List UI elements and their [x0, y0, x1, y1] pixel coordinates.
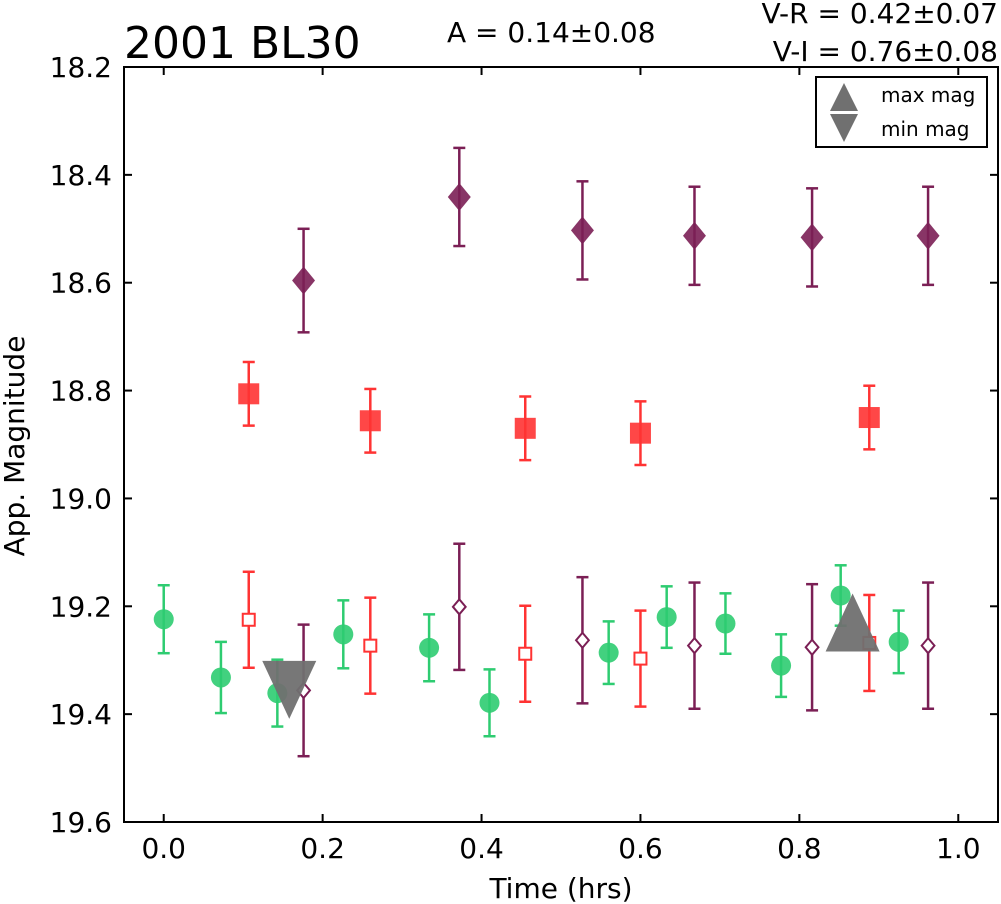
y-tick-label: 18.4 — [50, 159, 112, 192]
min-mag-triangle-marker — [262, 660, 317, 719]
x-axis-label: Time (hrs) — [488, 872, 632, 904]
data-point-square-open — [518, 646, 533, 661]
data-point-square — [238, 383, 260, 405]
data-marks — [153, 146, 940, 758]
max-mag-triangle-marker — [825, 593, 880, 652]
y-tick-label: 19.2 — [50, 590, 112, 623]
data-point-diamond — [447, 182, 471, 211]
data-point-circle — [479, 692, 500, 713]
data-point-diamond-open — [574, 631, 591, 650]
plot-frame — [123, 66, 999, 823]
legend-min-label: min mag — [881, 117, 970, 141]
x-tick-label: 0.0 — [141, 832, 186, 865]
y-tick-label: 19.0 — [50, 482, 112, 515]
data-point-circle — [153, 609, 174, 630]
legend-min-mag-triangle-icon — [830, 114, 858, 142]
data-point-square-open — [633, 651, 648, 666]
x-tick-label: 0.8 — [777, 832, 822, 865]
data-point-circle — [715, 613, 736, 634]
y-tick-label: 18.2 — [50, 51, 112, 84]
extrema-markers — [262, 593, 880, 719]
y-tick-label: 19.4 — [50, 698, 112, 731]
legend-max-mag-triangle-icon — [830, 83, 858, 111]
data-point-circle — [333, 624, 354, 645]
x-tick-label: 1.0 — [936, 832, 981, 865]
data-point-diamond-open — [920, 636, 936, 655]
vi-color-label: V-I = 0.76±0.08 — [773, 35, 998, 68]
x-tick-label: 0.2 — [300, 832, 345, 865]
x-tick-label: 0.6 — [618, 832, 663, 865]
vr-color-label: V-R = 0.42±0.07 — [762, 0, 998, 30]
data-point-diamond — [800, 223, 824, 252]
data-point-square — [514, 417, 536, 439]
data-point-square — [629, 422, 651, 444]
object-name-title: 2001 BL30 — [124, 18, 361, 69]
data-point-diamond-open — [804, 638, 820, 657]
y-tick-label: 19.6 — [50, 806, 112, 839]
data-point-diamond-open — [451, 597, 467, 616]
amplitude-label: A = 0.14±0.08 — [447, 16, 656, 49]
data-point-diamond — [570, 216, 594, 245]
data-point-square-open — [363, 638, 378, 653]
data-point-circle — [419, 637, 440, 658]
data-point-square — [359, 410, 381, 432]
series-square-filled — [238, 360, 880, 467]
data-point-circle — [888, 631, 909, 652]
x-tick-label: 0.4 — [459, 832, 504, 865]
legend: max mag min mag — [815, 76, 988, 148]
data-point-diamond — [683, 221, 706, 250]
data-point-circle — [598, 642, 619, 663]
data-point-square-open — [241, 612, 256, 627]
data-point-circle — [656, 607, 677, 628]
legend-max-label: max mag — [881, 83, 975, 107]
series-diamond-filled — [292, 146, 940, 334]
data-point-circle — [771, 655, 792, 676]
data-point-diamond — [916, 221, 940, 250]
data-point-diamond-open — [686, 636, 703, 655]
data-point-circle — [830, 585, 851, 606]
axis-ticks: 0.0 0.2 0.4 0.6 0.8 1.0 18.2 18.4 18.6 18.8 19.0 19… — [50, 51, 998, 865]
data-point-square — [858, 407, 880, 429]
data-point-circle — [210, 667, 231, 688]
y-tick-label: 18.6 — [50, 267, 112, 300]
y-axis-label: App. Magnitude — [0, 336, 31, 557]
y-tick-label: 18.8 — [50, 375, 112, 408]
data-point-diamond — [292, 266, 316, 295]
